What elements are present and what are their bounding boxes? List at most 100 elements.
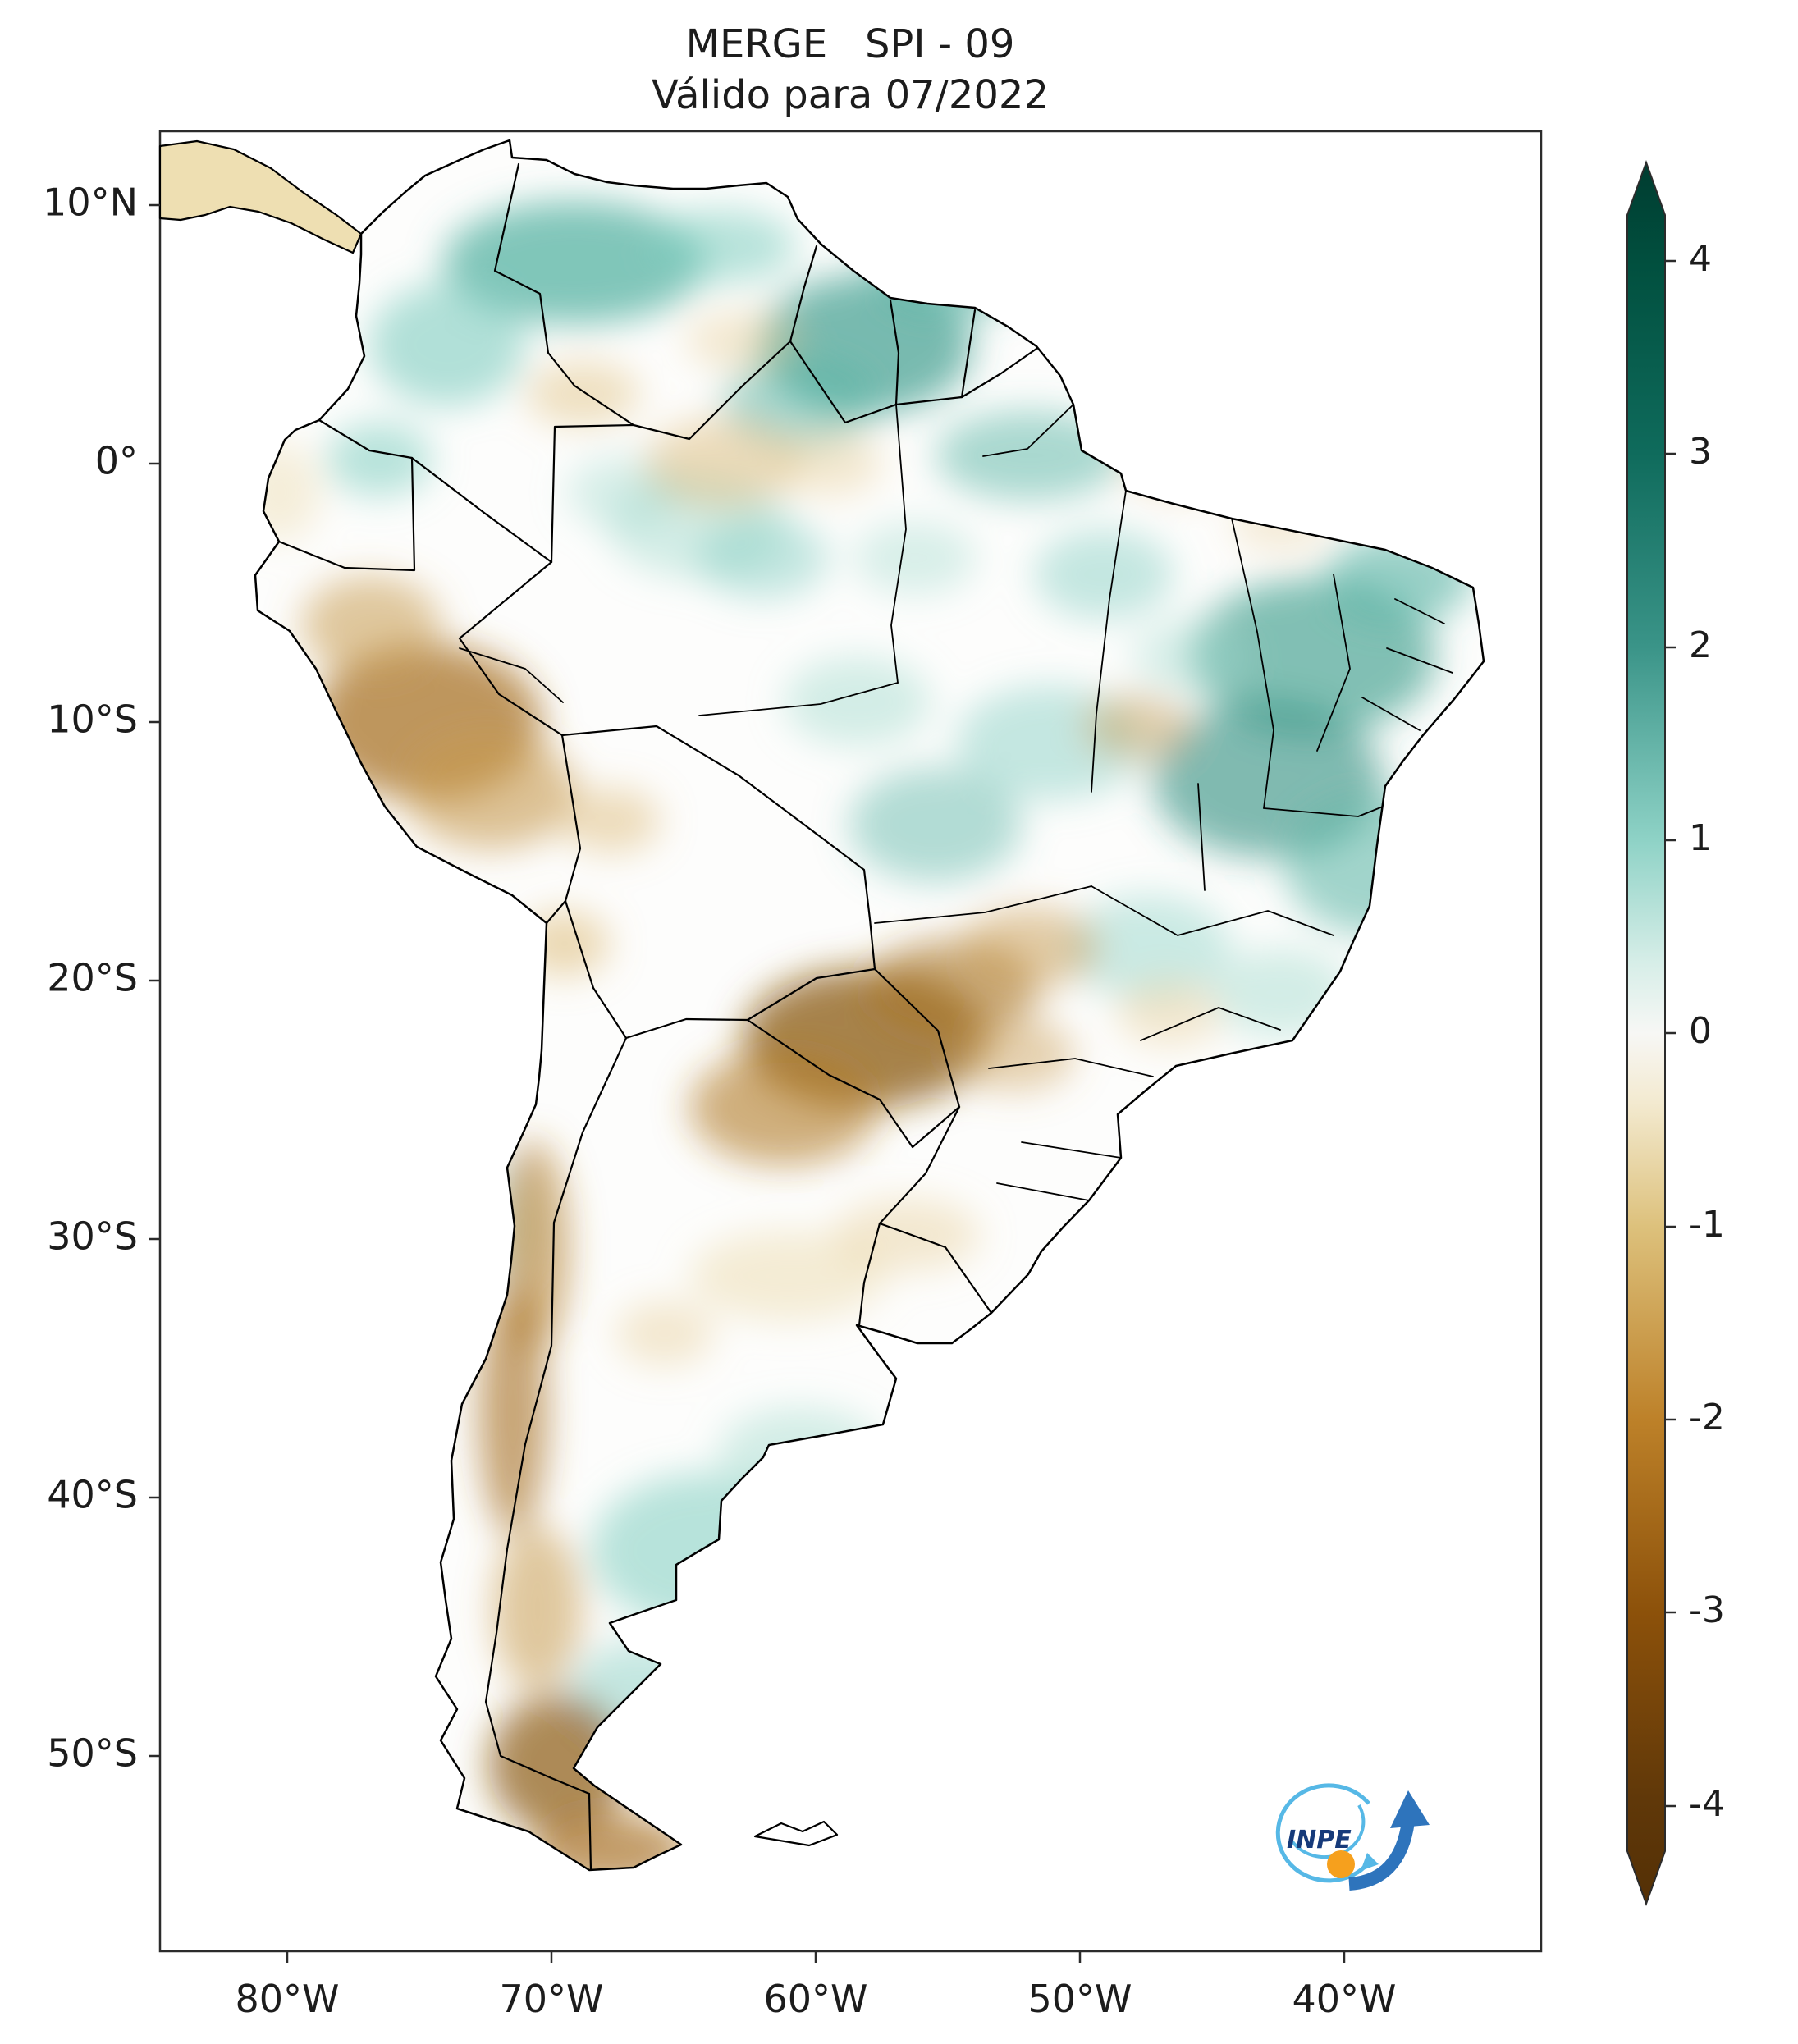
border-line <box>873 967 961 1109</box>
spi-blob <box>1034 529 1174 620</box>
border-line <box>277 456 416 572</box>
state-line <box>996 1182 1090 1201</box>
border-line <box>493 162 635 427</box>
state-line <box>890 404 907 684</box>
border-line <box>878 1222 993 1315</box>
spi-blob <box>689 1231 886 1321</box>
spi-blob <box>488 1694 628 1834</box>
colorbar-tick-label: -4 <box>1689 1783 1725 1825</box>
spi-blob <box>853 521 977 595</box>
spi-blob <box>562 788 661 853</box>
spi-blob <box>648 209 796 283</box>
border-line <box>746 1018 961 1149</box>
border-line <box>550 423 635 564</box>
border-line <box>789 340 898 424</box>
logo-swirl-arrowhead-icon <box>1361 1853 1379 1871</box>
spi-blob <box>960 907 1100 989</box>
x-tick-label: 50°W <box>1027 1977 1132 2021</box>
state-line <box>1197 783 1206 891</box>
state-line <box>1140 1007 1281 1041</box>
state-line <box>1361 697 1421 731</box>
border-line <box>458 560 564 737</box>
x-tick-label: 60°W <box>763 1977 867 2021</box>
state-line <box>698 682 899 716</box>
spi-blob <box>784 656 931 747</box>
logo-blue-arrowhead-icon <box>1390 1790 1430 1828</box>
y-tick-label: 20°S <box>47 956 138 1000</box>
spi-blob <box>833 1198 981 1272</box>
state-line <box>1231 518 1274 809</box>
axis-ticks <box>149 203 1346 1963</box>
spi-blob <box>775 431 882 496</box>
coastline-south-america <box>254 139 1485 1872</box>
spi-blob <box>615 1301 714 1366</box>
logo-swirl-icon <box>1275 1783 1370 1883</box>
y-tick-label: 50°S <box>47 1731 138 1776</box>
map-title: MERGE SPI - 09 <box>686 21 1015 67</box>
border-line <box>564 899 628 1040</box>
spi-blob <box>698 517 829 599</box>
y-axis-labels: 10°N 0° 10°S 20°S 30°S 40°S 50°S <box>43 181 138 1776</box>
x-tick-label: 70°W <box>499 1977 603 2021</box>
spi-blob <box>405 734 577 849</box>
state-line <box>459 647 564 703</box>
colorbar-gradient <box>1626 160 1666 1906</box>
y-tick-label: 10°N <box>43 181 138 225</box>
colorbar: 4 3 2 1 0 -1 -2 -3 -4 <box>1626 160 1725 1906</box>
colorbar-tick-label: 1 <box>1689 817 1712 859</box>
inpe-logo: INPE <box>1275 1783 1430 1891</box>
state-line <box>1316 574 1351 752</box>
logo-text: INPE <box>1287 1826 1352 1854</box>
state-line <box>874 885 1092 924</box>
colorbar-tick-label: -3 <box>1689 1589 1725 1631</box>
state-line <box>982 404 1074 457</box>
spi-blob <box>1067 894 1231 1001</box>
colorbar-tick-label: 3 <box>1689 431 1712 473</box>
spi-blob <box>952 1017 1075 1091</box>
border-line <box>789 245 818 343</box>
island-outline <box>753 1820 839 1847</box>
border-line <box>410 456 553 564</box>
colorbar-ticks <box>1665 259 1676 1808</box>
border-line <box>560 725 876 971</box>
spi-blob <box>478 1288 547 1534</box>
border-line <box>318 418 414 460</box>
colorbar-tick-label: -1 <box>1689 1204 1725 1246</box>
state-line <box>1386 647 1453 674</box>
spi-blob <box>849 767 1022 882</box>
border-line <box>484 1036 628 1795</box>
state-line <box>1091 490 1127 793</box>
x-axis-labels: 80°W 70°W 60°W 50°W 40°W <box>235 1977 1396 2021</box>
y-tick-label: 40°S <box>47 1473 138 1517</box>
border-line <box>878 1105 961 1225</box>
border-line <box>588 1792 592 1870</box>
spi-blob <box>443 201 706 324</box>
map-subtitle: Válido para 07/2022 <box>652 72 1049 118</box>
x-tick-label: 40°W <box>1292 1977 1396 2021</box>
spi-blob <box>936 410 1124 501</box>
border-line <box>560 734 582 903</box>
coastline-central-america <box>158 139 363 254</box>
colorbar-tick-label: 4 <box>1689 238 1712 280</box>
spi-blob <box>1116 981 1223 1046</box>
y-tick-label: 10°S <box>47 697 138 742</box>
spi-blob <box>685 312 800 369</box>
border-line <box>632 340 792 441</box>
colorbar-tick-label: 0 <box>1689 1010 1712 1052</box>
x-tick-label: 80°W <box>235 1977 339 2021</box>
country-borders <box>277 162 1038 1870</box>
border-line <box>746 967 876 1022</box>
border-line <box>545 899 567 925</box>
y-tick-label: 0° <box>95 439 138 483</box>
border-line <box>889 299 900 406</box>
spi-blob <box>1083 693 1190 759</box>
colorbar-labels: 4 3 2 1 0 -1 -2 -3 -4 <box>1689 238 1725 1825</box>
spi-blob <box>689 1050 878 1165</box>
colorbar-tick-label: -2 <box>1689 1397 1725 1438</box>
spi-blob <box>301 576 441 674</box>
border-line <box>624 1017 749 1040</box>
border-line <box>858 1222 881 1327</box>
state-line <box>988 1058 1154 1077</box>
